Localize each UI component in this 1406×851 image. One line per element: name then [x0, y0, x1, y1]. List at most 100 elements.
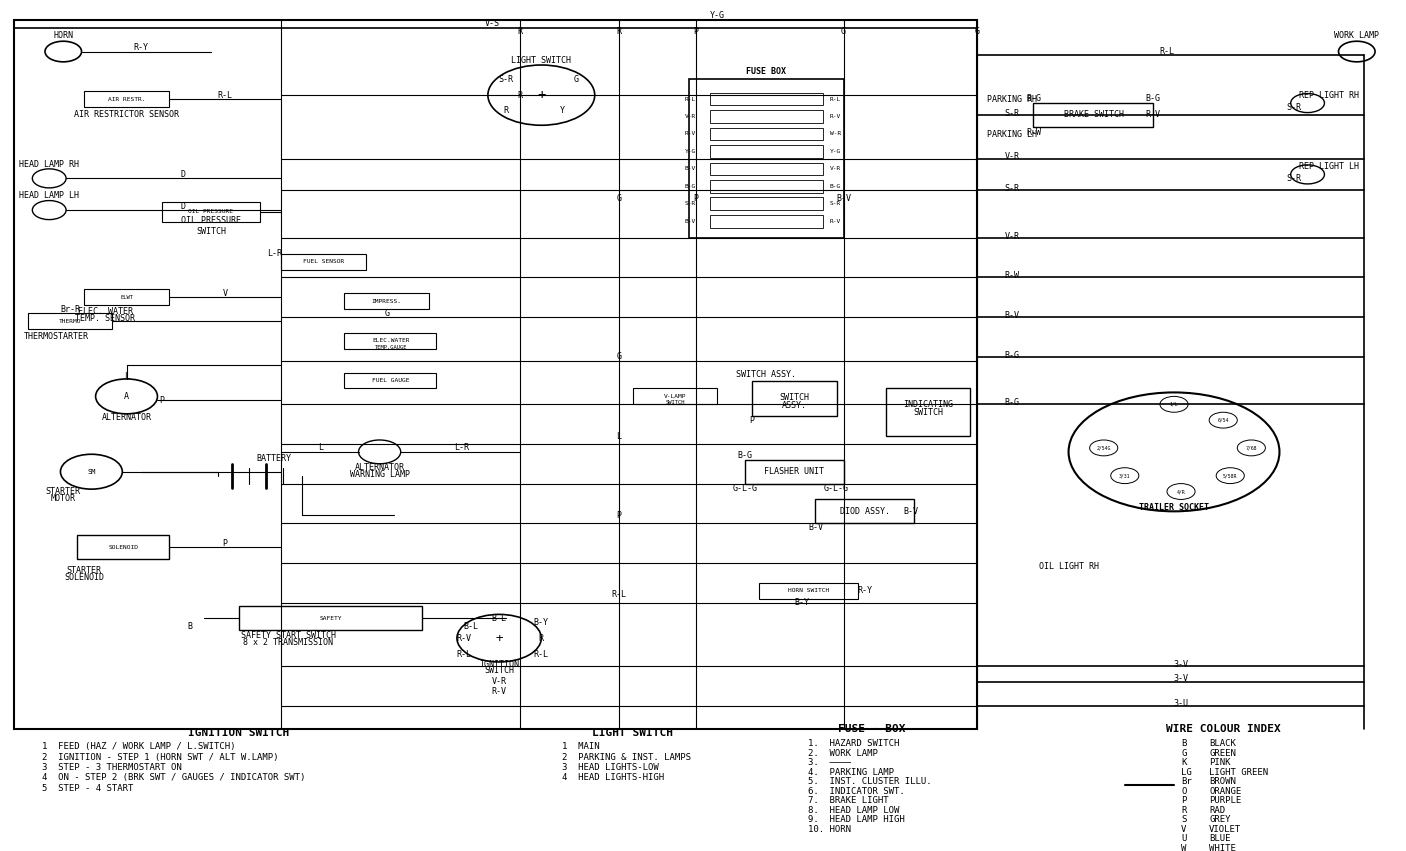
Text: PINK: PINK — [1209, 758, 1230, 767]
Text: R-W: R-W — [1026, 128, 1040, 137]
Text: PARKING LH: PARKING LH — [987, 130, 1038, 140]
Text: PURPLE: PURPLE — [1209, 797, 1241, 805]
Text: S-R: S-R — [685, 201, 696, 206]
Text: L-R: L-R — [454, 443, 468, 452]
Text: G: G — [616, 352, 621, 361]
Text: FUSE - BOX: FUSE - BOX — [838, 724, 905, 734]
Text: D: D — [180, 170, 186, 179]
Text: SWITCH: SWITCH — [484, 666, 515, 675]
Text: 3-V: 3-V — [1174, 660, 1188, 669]
Text: R-V: R-V — [1146, 111, 1160, 119]
Text: 3-V: 3-V — [1174, 674, 1188, 683]
Text: B-V: B-V — [685, 219, 696, 224]
Text: 4  HEAD LIGHTS-HIGH: 4 HEAD LIGHTS-HIGH — [562, 774, 665, 782]
Text: HORN SWITCH: HORN SWITCH — [787, 588, 830, 593]
Text: B-L: B-L — [492, 614, 506, 623]
Text: REP LIGHT LH: REP LIGHT LH — [1299, 162, 1358, 171]
Text: W: W — [1181, 843, 1187, 851]
Text: R-L: R-L — [612, 590, 626, 599]
Text: R: R — [538, 634, 544, 643]
Text: G-L-G: G-L-G — [733, 484, 758, 493]
Text: B-G: B-G — [830, 184, 841, 189]
Text: MOTOR: MOTOR — [51, 494, 76, 503]
Text: S-R: S-R — [1005, 109, 1019, 118]
Text: B-G: B-G — [1146, 94, 1160, 103]
Text: R-L: R-L — [457, 649, 471, 659]
Text: +: + — [495, 631, 503, 645]
Text: 3.  ————: 3. ———— — [808, 758, 852, 767]
Text: WHITE: WHITE — [1209, 843, 1236, 851]
Text: R-Y: R-Y — [134, 43, 148, 52]
Text: B-Y: B-Y — [794, 598, 808, 607]
Text: 3  STEP - 3 THERMOSTART ON: 3 STEP - 3 THERMOSTART ON — [42, 762, 181, 772]
Text: R: R — [1181, 806, 1187, 814]
Text: BLUE: BLUE — [1209, 834, 1230, 843]
Text: SOLENOID: SOLENOID — [65, 574, 104, 582]
Text: Y-G: Y-G — [685, 149, 696, 154]
Text: S: S — [1181, 815, 1187, 825]
Text: D: D — [180, 202, 186, 210]
Text: V: V — [1181, 825, 1187, 834]
Text: W-R: W-R — [830, 131, 841, 136]
Text: TEMP. SENSOR: TEMP. SENSOR — [76, 314, 135, 323]
Text: VIOLET: VIOLET — [1209, 825, 1241, 834]
Text: 8 x 2 TRANSMISSION: 8 x 2 TRANSMISSION — [243, 637, 333, 647]
Text: 6.  INDICATOR SWT.: 6. INDICATOR SWT. — [808, 786, 905, 796]
Text: LIGHT GREEN: LIGHT GREEN — [1209, 768, 1268, 777]
Text: ELWT: ELWT — [120, 294, 134, 300]
Text: SWITCH: SWITCH — [665, 400, 685, 405]
Text: L: L — [318, 443, 323, 452]
Text: 7.  BRAKE LIGHT: 7. BRAKE LIGHT — [808, 797, 889, 805]
Text: 3-U: 3-U — [1174, 700, 1188, 709]
Text: S-R: S-R — [830, 201, 841, 206]
Text: 10. HORN: 10. HORN — [808, 825, 852, 834]
Text: HEAD LAMP LH: HEAD LAMP LH — [20, 191, 79, 200]
Text: HEAD LAMP RH: HEAD LAMP RH — [20, 160, 79, 168]
Text: B-V: B-V — [837, 194, 851, 203]
Text: S-R: S-R — [499, 75, 513, 83]
Text: B: B — [187, 622, 193, 631]
Text: B-G: B-G — [1005, 398, 1019, 408]
Text: ASSY.: ASSY. — [782, 401, 807, 409]
Text: U: U — [1181, 834, 1187, 843]
Text: B-V: B-V — [808, 523, 823, 533]
Text: B-V: B-V — [685, 166, 696, 171]
Text: B: B — [1181, 740, 1187, 748]
Text: Br-R: Br-R — [60, 305, 80, 314]
Text: B-L: B-L — [464, 622, 478, 631]
Text: V-R: V-R — [685, 114, 696, 119]
Text: 2/54G: 2/54G — [1097, 445, 1111, 450]
Text: WIRE COLOUR INDEX: WIRE COLOUR INDEX — [1166, 724, 1281, 734]
Text: V-R: V-R — [830, 166, 841, 171]
Text: FLASHER UNIT: FLASHER UNIT — [765, 467, 824, 477]
Text: DIOD ASSY.: DIOD ASSY. — [839, 507, 890, 516]
Text: BRAKE SWITCH: BRAKE SWITCH — [1064, 111, 1123, 119]
Text: FUSE BOX: FUSE BOX — [747, 67, 786, 76]
Text: OIL LIGHT RH: OIL LIGHT RH — [1039, 563, 1098, 571]
Text: LIGHT SWITCH: LIGHT SWITCH — [512, 56, 571, 65]
Text: G-L-G: G-L-G — [824, 484, 849, 493]
Text: B-V: B-V — [904, 507, 918, 516]
Text: SM: SM — [87, 469, 96, 475]
Text: R-V: R-V — [457, 634, 471, 643]
Text: SAFETY START SWITCH: SAFETY START SWITCH — [240, 631, 336, 640]
Text: RAD: RAD — [1209, 806, 1225, 814]
Text: R-L: R-L — [534, 649, 548, 659]
Text: R-V: R-V — [830, 219, 841, 224]
Text: ALTERNATOR: ALTERNATOR — [101, 414, 152, 422]
Text: 2.  WORK LAMP: 2. WORK LAMP — [808, 749, 879, 757]
Text: 9.  HEAD LAMP HIGH: 9. HEAD LAMP HIGH — [808, 815, 905, 825]
Text: 6/54: 6/54 — [1218, 418, 1229, 423]
Text: G: G — [574, 75, 579, 83]
Text: L: L — [616, 431, 621, 441]
Text: R-L: R-L — [685, 97, 696, 101]
Text: THERMOSTARTER: THERMOSTARTER — [24, 333, 89, 341]
Text: R-V: R-V — [685, 131, 696, 136]
Text: R-L: R-L — [830, 97, 841, 101]
Text: B-Y: B-Y — [534, 618, 548, 627]
Text: S-R: S-R — [1286, 102, 1301, 111]
Text: Y: Y — [560, 106, 565, 116]
Bar — [0, 734, 1406, 793]
Text: 5/58R: 5/58R — [1223, 473, 1237, 478]
Text: R-V: R-V — [830, 114, 841, 119]
